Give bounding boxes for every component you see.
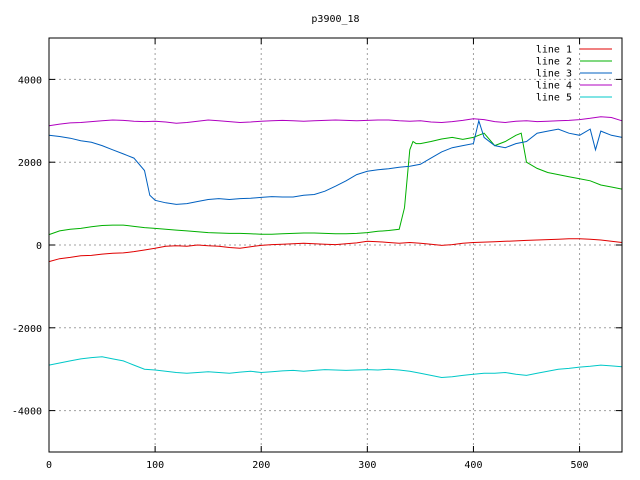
series-line-4 bbox=[48, 116, 623, 127]
y-tick-label: -4000 bbox=[12, 407, 42, 418]
x-tick-label: 100 bbox=[146, 460, 164, 471]
axis-ticks: -4000 -2000 0 2000 4000 0 100 200 300 400 500 bbox=[12, 38, 622, 471]
x-tick-label: 200 bbox=[252, 460, 270, 471]
legend-label-1: line 1 bbox=[536, 45, 572, 56]
series-group bbox=[48, 116, 623, 379]
legend-label-4: line 4 bbox=[536, 81, 572, 92]
legend-label-5: line 5 bbox=[536, 93, 572, 104]
x-tick-label: 400 bbox=[464, 460, 482, 471]
y-tick-label: 4000 bbox=[18, 75, 42, 86]
series-line-3 bbox=[48, 118, 623, 205]
chart-title: p3900_18 bbox=[311, 14, 359, 25]
y-tick-label: -2000 bbox=[12, 324, 42, 335]
x-tick-label: 500 bbox=[571, 460, 589, 471]
series-line-5 bbox=[48, 356, 623, 379]
x-tick-label: 0 bbox=[46, 460, 52, 471]
legend-label-3: line 3 bbox=[536, 69, 572, 80]
y-tick-label: 2000 bbox=[18, 158, 42, 169]
series-line-1 bbox=[48, 238, 623, 263]
x-tick-label: 300 bbox=[358, 460, 376, 471]
grid-lines bbox=[48, 38, 622, 452]
legend-label-2: line 2 bbox=[536, 57, 572, 68]
y-tick-label: 0 bbox=[36, 241, 42, 252]
series-line-2 bbox=[48, 132, 623, 236]
